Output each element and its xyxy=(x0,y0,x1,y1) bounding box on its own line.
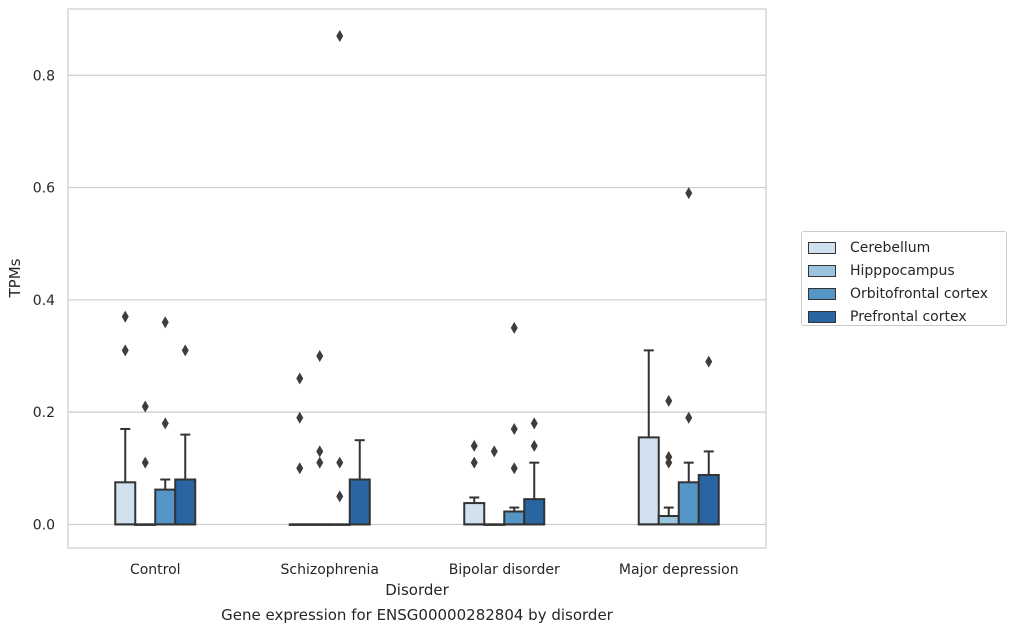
legend-label: Cerebellum xyxy=(850,239,931,256)
outlier-point xyxy=(336,490,344,503)
box xyxy=(154,488,177,526)
outlier-point xyxy=(510,321,518,334)
y-axis-label: TPMs xyxy=(6,258,24,298)
outlier-point xyxy=(336,456,344,469)
box xyxy=(637,436,660,526)
outlier-point xyxy=(296,462,304,475)
box xyxy=(503,510,526,526)
outlier-point xyxy=(336,29,344,42)
outlier-point xyxy=(161,417,169,430)
box-group xyxy=(328,29,351,526)
outlier-point xyxy=(121,310,129,323)
x-tick-label: Control xyxy=(130,562,181,578)
box-group xyxy=(174,344,197,526)
box xyxy=(657,514,680,526)
x-tick-label: Bipolar disorder xyxy=(449,562,560,578)
legend-swatch xyxy=(808,264,836,277)
box-group xyxy=(308,349,331,526)
outlier-point xyxy=(665,456,673,469)
box xyxy=(463,502,486,526)
outlier-point xyxy=(510,422,518,435)
chart-caption: Gene expression for ENSG00000282804 by d… xyxy=(221,606,613,624)
y-tick-label: 0.2 xyxy=(33,405,55,421)
outlier-point xyxy=(685,411,693,424)
outlier-point xyxy=(316,349,324,362)
legend-item-hippocampus: Hipppocampus xyxy=(808,259,1006,282)
outlier-point xyxy=(296,372,304,385)
box xyxy=(697,474,720,526)
outlier-point xyxy=(470,439,478,452)
box-group xyxy=(348,439,371,526)
outlier-point xyxy=(490,445,498,458)
box-group xyxy=(483,445,506,526)
box xyxy=(523,498,546,526)
outlier-point xyxy=(470,456,478,469)
plot-area xyxy=(68,9,766,548)
legend: Cerebellum Hipppocampus Orbitofrontal co… xyxy=(801,231,1007,326)
legend-label: Hipppocampus xyxy=(850,262,955,279)
outlier-point xyxy=(181,344,189,357)
x-tick-labels: Control Schizophrenia Bipolar disorder Majo… xyxy=(130,562,739,578)
box-group xyxy=(637,349,660,526)
box xyxy=(174,478,197,526)
outlier-point xyxy=(161,316,169,329)
outlier-point xyxy=(296,411,304,424)
legend-item-cerebellum: Cerebellum xyxy=(808,236,1006,259)
legend-item-prefrontal-cortex: Prefrontal cortex xyxy=(808,305,1006,328)
y-tick-label: 0.6 xyxy=(33,181,55,197)
box-groups xyxy=(114,29,720,526)
box xyxy=(677,481,700,526)
x-axis-label: Disorder xyxy=(385,581,449,599)
outlier-point xyxy=(530,417,538,430)
legend-swatch xyxy=(808,287,836,300)
box xyxy=(114,481,137,526)
box-group xyxy=(523,417,546,526)
box-group xyxy=(503,321,526,526)
outlier-point xyxy=(121,344,129,357)
y-tick-label: 0.0 xyxy=(33,517,55,533)
box-group xyxy=(697,355,720,526)
outlier-point xyxy=(510,462,518,475)
outlier-point xyxy=(530,439,538,452)
outlier-point xyxy=(665,394,673,407)
x-tick-label: Schizophrenia xyxy=(281,562,379,578)
legend-label: Prefrontal cortex xyxy=(850,308,967,325)
outlier-point xyxy=(685,187,693,200)
y-tick-labels: 0.0 0.2 0.4 0.6 0.8 xyxy=(33,68,55,533)
y-tick-label: 0.8 xyxy=(33,68,55,84)
legend-swatch xyxy=(808,310,836,323)
legend-label: Orbitofrontal cortex xyxy=(850,285,988,302)
y-tick-label: 0.4 xyxy=(33,293,55,309)
outlier-point xyxy=(316,456,324,469)
legend-item-orbitofrontal-cortex: Orbitofrontal cortex xyxy=(808,282,1006,305)
outlier-point xyxy=(316,445,324,458)
x-tick-label: Major depression xyxy=(619,562,739,578)
box-group xyxy=(114,310,137,526)
outlier-point xyxy=(141,456,149,469)
legend-swatch xyxy=(808,241,836,254)
box-group xyxy=(463,439,486,526)
plot-frame xyxy=(67,8,767,549)
outlier-point xyxy=(141,400,149,413)
box xyxy=(348,478,371,526)
outlier-point xyxy=(705,355,713,368)
